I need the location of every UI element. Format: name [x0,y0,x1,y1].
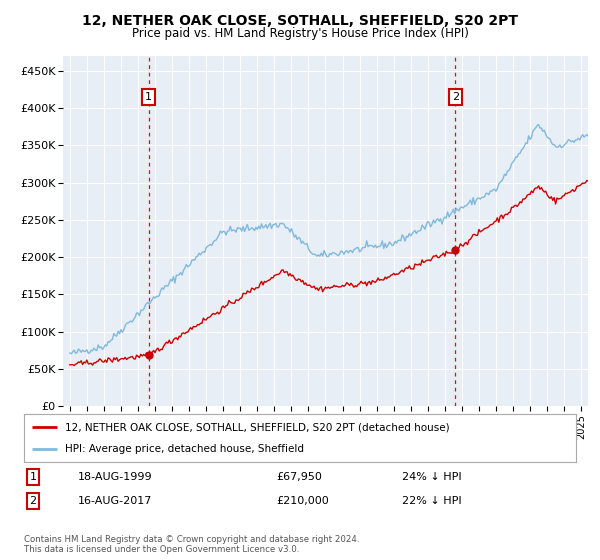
Text: 2: 2 [452,92,459,102]
Text: 24% ↓ HPI: 24% ↓ HPI [402,472,461,482]
Text: 2: 2 [29,496,37,506]
Text: 16-AUG-2017: 16-AUG-2017 [78,496,152,506]
Text: 12, NETHER OAK CLOSE, SOTHALL, SHEFFIELD, S20 2PT (detached house): 12, NETHER OAK CLOSE, SOTHALL, SHEFFIELD… [65,422,450,432]
Text: £210,000: £210,000 [276,496,329,506]
Text: Contains HM Land Registry data © Crown copyright and database right 2024.
This d: Contains HM Land Registry data © Crown c… [24,535,359,554]
Text: Price paid vs. HM Land Registry's House Price Index (HPI): Price paid vs. HM Land Registry's House … [131,27,469,40]
Text: 1: 1 [145,92,152,102]
Text: £67,950: £67,950 [276,472,322,482]
Text: 12, NETHER OAK CLOSE, SOTHALL, SHEFFIELD, S20 2PT: 12, NETHER OAK CLOSE, SOTHALL, SHEFFIELD… [82,14,518,28]
Text: 22% ↓ HPI: 22% ↓ HPI [402,496,461,506]
Text: HPI: Average price, detached house, Sheffield: HPI: Average price, detached house, Shef… [65,444,304,454]
Text: 18-AUG-1999: 18-AUG-1999 [78,472,152,482]
Text: 1: 1 [29,472,37,482]
